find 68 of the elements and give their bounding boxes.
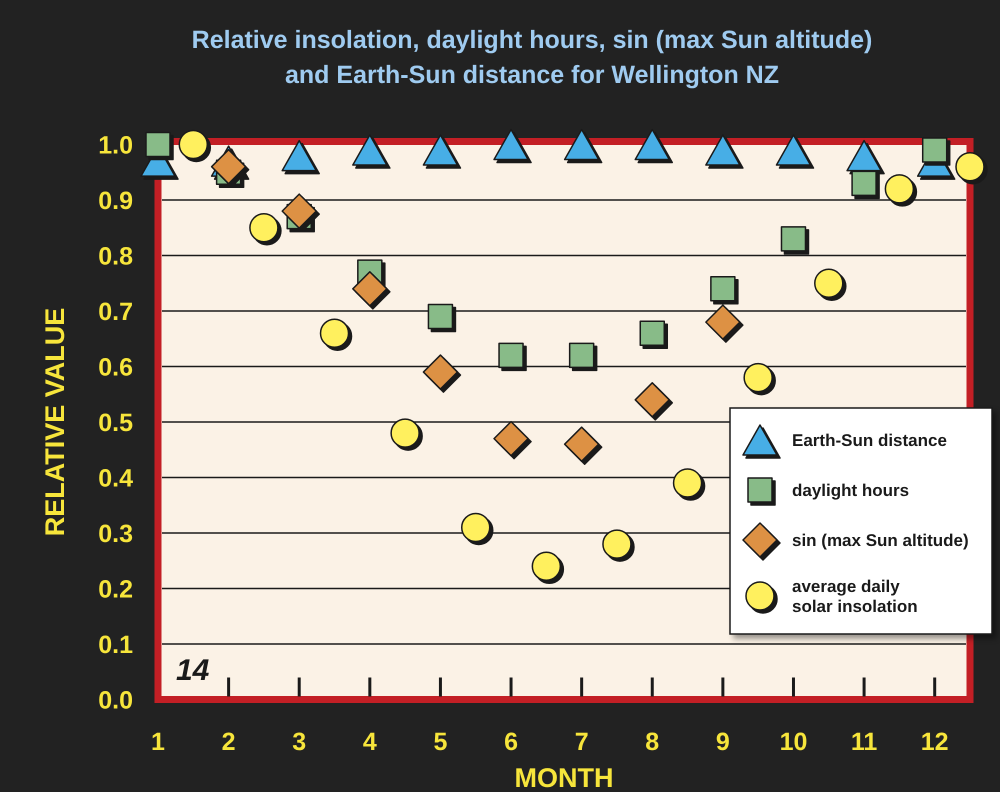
y-axis-title: RELATIVE VALUE <box>40 308 70 536</box>
point <box>564 426 600 462</box>
point <box>281 193 317 229</box>
x-tick-label: 9 <box>716 728 730 756</box>
legend-label: average daily solar insolation <box>792 577 918 616</box>
point <box>776 134 812 166</box>
point <box>705 134 741 166</box>
point <box>634 128 670 160</box>
point <box>922 137 948 163</box>
point <box>640 320 666 346</box>
point <box>743 362 773 392</box>
point <box>532 552 562 582</box>
x-tick-label: 8 <box>645 728 660 756</box>
point <box>884 174 914 204</box>
x-tick-label: 4 <box>362 728 377 756</box>
annotation: 14 <box>176 654 210 687</box>
point <box>352 271 388 307</box>
x-tick-label: 7 <box>574 728 589 756</box>
y-tick-label: 0.0 <box>98 686 133 714</box>
point <box>710 276 736 302</box>
point <box>705 304 741 340</box>
point <box>178 130 208 160</box>
point <box>281 140 317 172</box>
point <box>493 128 529 160</box>
legend-label: daylight hours <box>792 481 910 500</box>
x-tick-label: 11 <box>850 728 878 756</box>
point <box>249 213 279 242</box>
y-tick-label: 0.6 <box>98 354 133 382</box>
point <box>428 304 454 330</box>
y-tick-label: 0.4 <box>98 464 134 492</box>
point <box>564 128 600 160</box>
point <box>390 418 420 448</box>
y-tick-label: 1.0 <box>98 132 133 160</box>
x-tick-label: 3 <box>292 728 306 756</box>
point <box>493 420 529 456</box>
x-tick-label: 12 <box>920 728 949 756</box>
point <box>814 268 844 298</box>
point <box>780 226 806 252</box>
point <box>498 342 524 368</box>
y-tick-label: 0.3 <box>98 520 133 548</box>
legend-label: Earth-Sun distance <box>792 431 947 450</box>
point <box>851 170 877 196</box>
y-tick-label: 0.8 <box>98 242 134 270</box>
point <box>460 512 490 542</box>
point <box>672 468 702 498</box>
point <box>955 152 985 182</box>
point <box>145 132 171 158</box>
y-tick-label: 0.5 <box>98 409 134 437</box>
point <box>846 140 882 172</box>
point <box>568 342 594 368</box>
x-tick-label: 6 <box>504 728 518 756</box>
point <box>352 134 388 166</box>
y-tick-label: 0.9 <box>98 187 133 215</box>
chart-title: Relative insolation, daylight hours, sin (max Sun altitude) and Earth-Sun distance for Wellington NZ <box>192 26 872 89</box>
point <box>320 318 350 348</box>
x-tick-label: 1 <box>151 728 166 756</box>
x-tick-label: 5 <box>433 728 448 756</box>
y-tick-label: 0.1 <box>98 631 134 659</box>
point <box>422 134 458 166</box>
point <box>602 529 632 559</box>
point <box>422 354 458 390</box>
point <box>634 382 670 418</box>
y-tick-label: 0.2 <box>98 576 133 604</box>
x-axis-title: MONTH <box>514 763 614 792</box>
y-tick-label: 0.7 <box>98 298 133 326</box>
x-tick-label: 10 <box>780 728 808 756</box>
legend-label: sin (max Sun altitude) <box>792 531 969 550</box>
x-tick-label: 2 <box>222 728 236 756</box>
